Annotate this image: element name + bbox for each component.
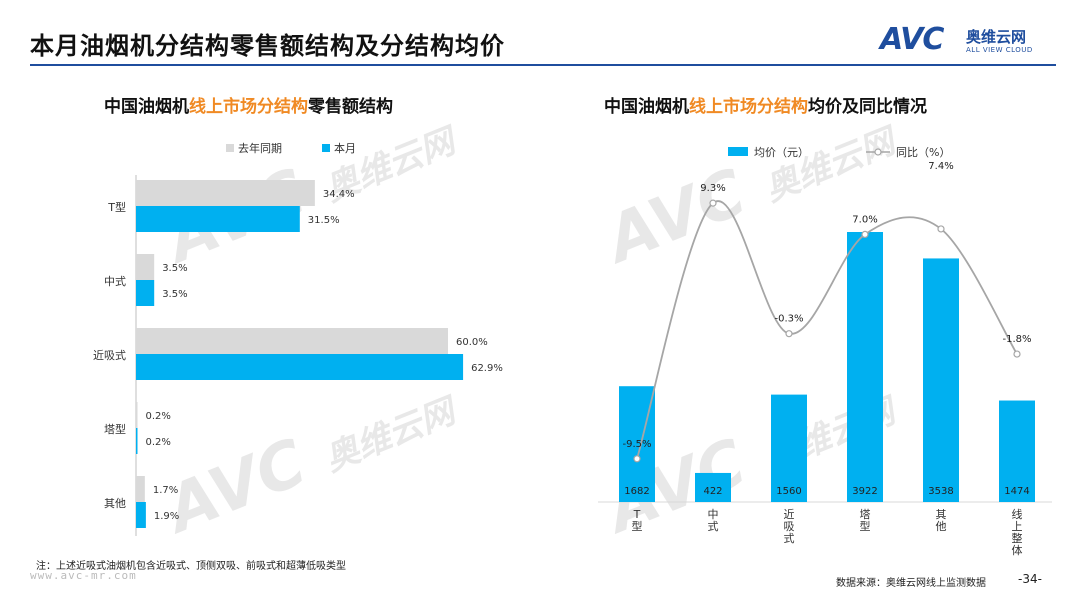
yoy-point [1013,350,1021,358]
yoy-value-label: -1.8% [1002,334,1031,345]
yoy-line [636,200,1018,460]
header-divider [30,64,1056,66]
yoy-value-label: 7.4% [928,161,953,172]
bar-value-label: 1474 [1004,486,1029,497]
category-label: 线上整体 [1012,507,1023,557]
website-url: www.avc-mr.com [30,569,137,582]
bar-this-month [136,354,464,380]
legend-swatch-1 [322,144,330,152]
legend-swatch-avg-price [728,147,748,156]
legend-marker-yoy [874,148,882,156]
right-chart-title: 中国油烟机线上市场分结构均价及同比情况 [604,97,927,117]
left-chart-title: 中国油烟机线上市场分结构零售额结构 [104,97,393,117]
bar-avg-price [619,386,655,502]
bar-avg-price [999,400,1035,502]
yoy-value-label: 7.0% [852,214,877,225]
data-label: 3.5% [162,289,187,300]
yoy-value-label: -0.3% [774,314,803,325]
category-label: 其他 [104,497,126,510]
data-source: 数据来源：奥维云网线上监测数据 [836,578,986,589]
yoy-point [861,230,869,238]
yoy-point [633,455,641,463]
data-label: 62.9% [471,363,503,374]
logo-en-text: ALL VIEW CLOUD [966,46,1033,54]
legend-label-0: 去年同期 [238,141,282,155]
bar-this-month [136,280,155,306]
right-combo-chart: 均价（元） 同比（%） 1682 T 型 422 中式 1560 近吸式 3922 塔型 3538 其他… [598,146,1052,557]
legend-swatch-0 [226,144,234,152]
category-label: 中式 [708,508,719,533]
category-label: 塔型 [860,508,871,533]
yoy-value-label: -9.5% [622,439,651,450]
bar-last-year [136,254,155,280]
bar-this-month [136,206,300,232]
category-label: T型 [107,200,126,214]
yoy-point [785,330,793,338]
bar-avg-price [923,258,959,502]
bar-value-label: 1560 [776,486,801,497]
yoy-point [937,225,945,233]
page-title: 本月油烟机分结构零售额结构及分结构均价 [30,32,505,60]
yoy-value-label: 9.3% [700,183,725,194]
category-label: 近吸式 [784,508,795,545]
data-label: 1.9% [154,511,179,522]
bar-value-label: 3538 [928,486,953,497]
bar-last-year [136,180,315,206]
left-bar-chart: 去年同期 本月 T型 34.4% 31.5% 中式 3.5% 3.5% 近吸式 60.0% 62.9… [93,141,503,536]
bar-last-year [136,476,145,502]
bar-avg-price [695,472,731,502]
logo-mark: AVC [880,22,944,57]
logo-cn-text: 奥维云网 [966,28,1027,46]
footnote: 注：上述近吸式油烟机包含近吸式、顶侧双吸、前吸式和超薄低吸类型 [36,561,346,572]
bar-last-year [136,402,138,428]
bar-avg-price [771,394,807,502]
bar-last-year [136,328,448,354]
bar-this-month [136,502,146,528]
legend-label-avg-price: 均价（元） [754,146,809,159]
bar-value-label: 422 [703,486,722,497]
bar-value-label: 1682 [624,486,649,497]
brand-logo: AVC 奥维云网 ALL VIEW CLOUD [880,22,1060,62]
category-label: 其他 [936,508,947,533]
legend-label-yoy: 同比（%） [896,146,950,159]
data-label: 31.5% [308,215,340,226]
data-label: 0.2% [146,437,171,448]
data-label: 3.5% [162,263,187,274]
data-label: 60.0% [456,337,488,348]
yoy-point [709,199,717,207]
data-label: 34.4% [323,189,355,200]
bar-value-label: 3922 [852,486,877,497]
legend-label-1: 本月 [334,141,356,155]
category-label: 近吸式 [93,349,126,362]
bar-avg-price [847,232,883,502]
data-label: 0.2% [146,411,171,422]
category-label: 中式 [104,275,126,288]
bar-this-month [136,428,138,454]
data-label: 1.7% [153,485,178,496]
page-number: -34- [1018,572,1042,586]
category-label: 塔型 [104,422,126,436]
